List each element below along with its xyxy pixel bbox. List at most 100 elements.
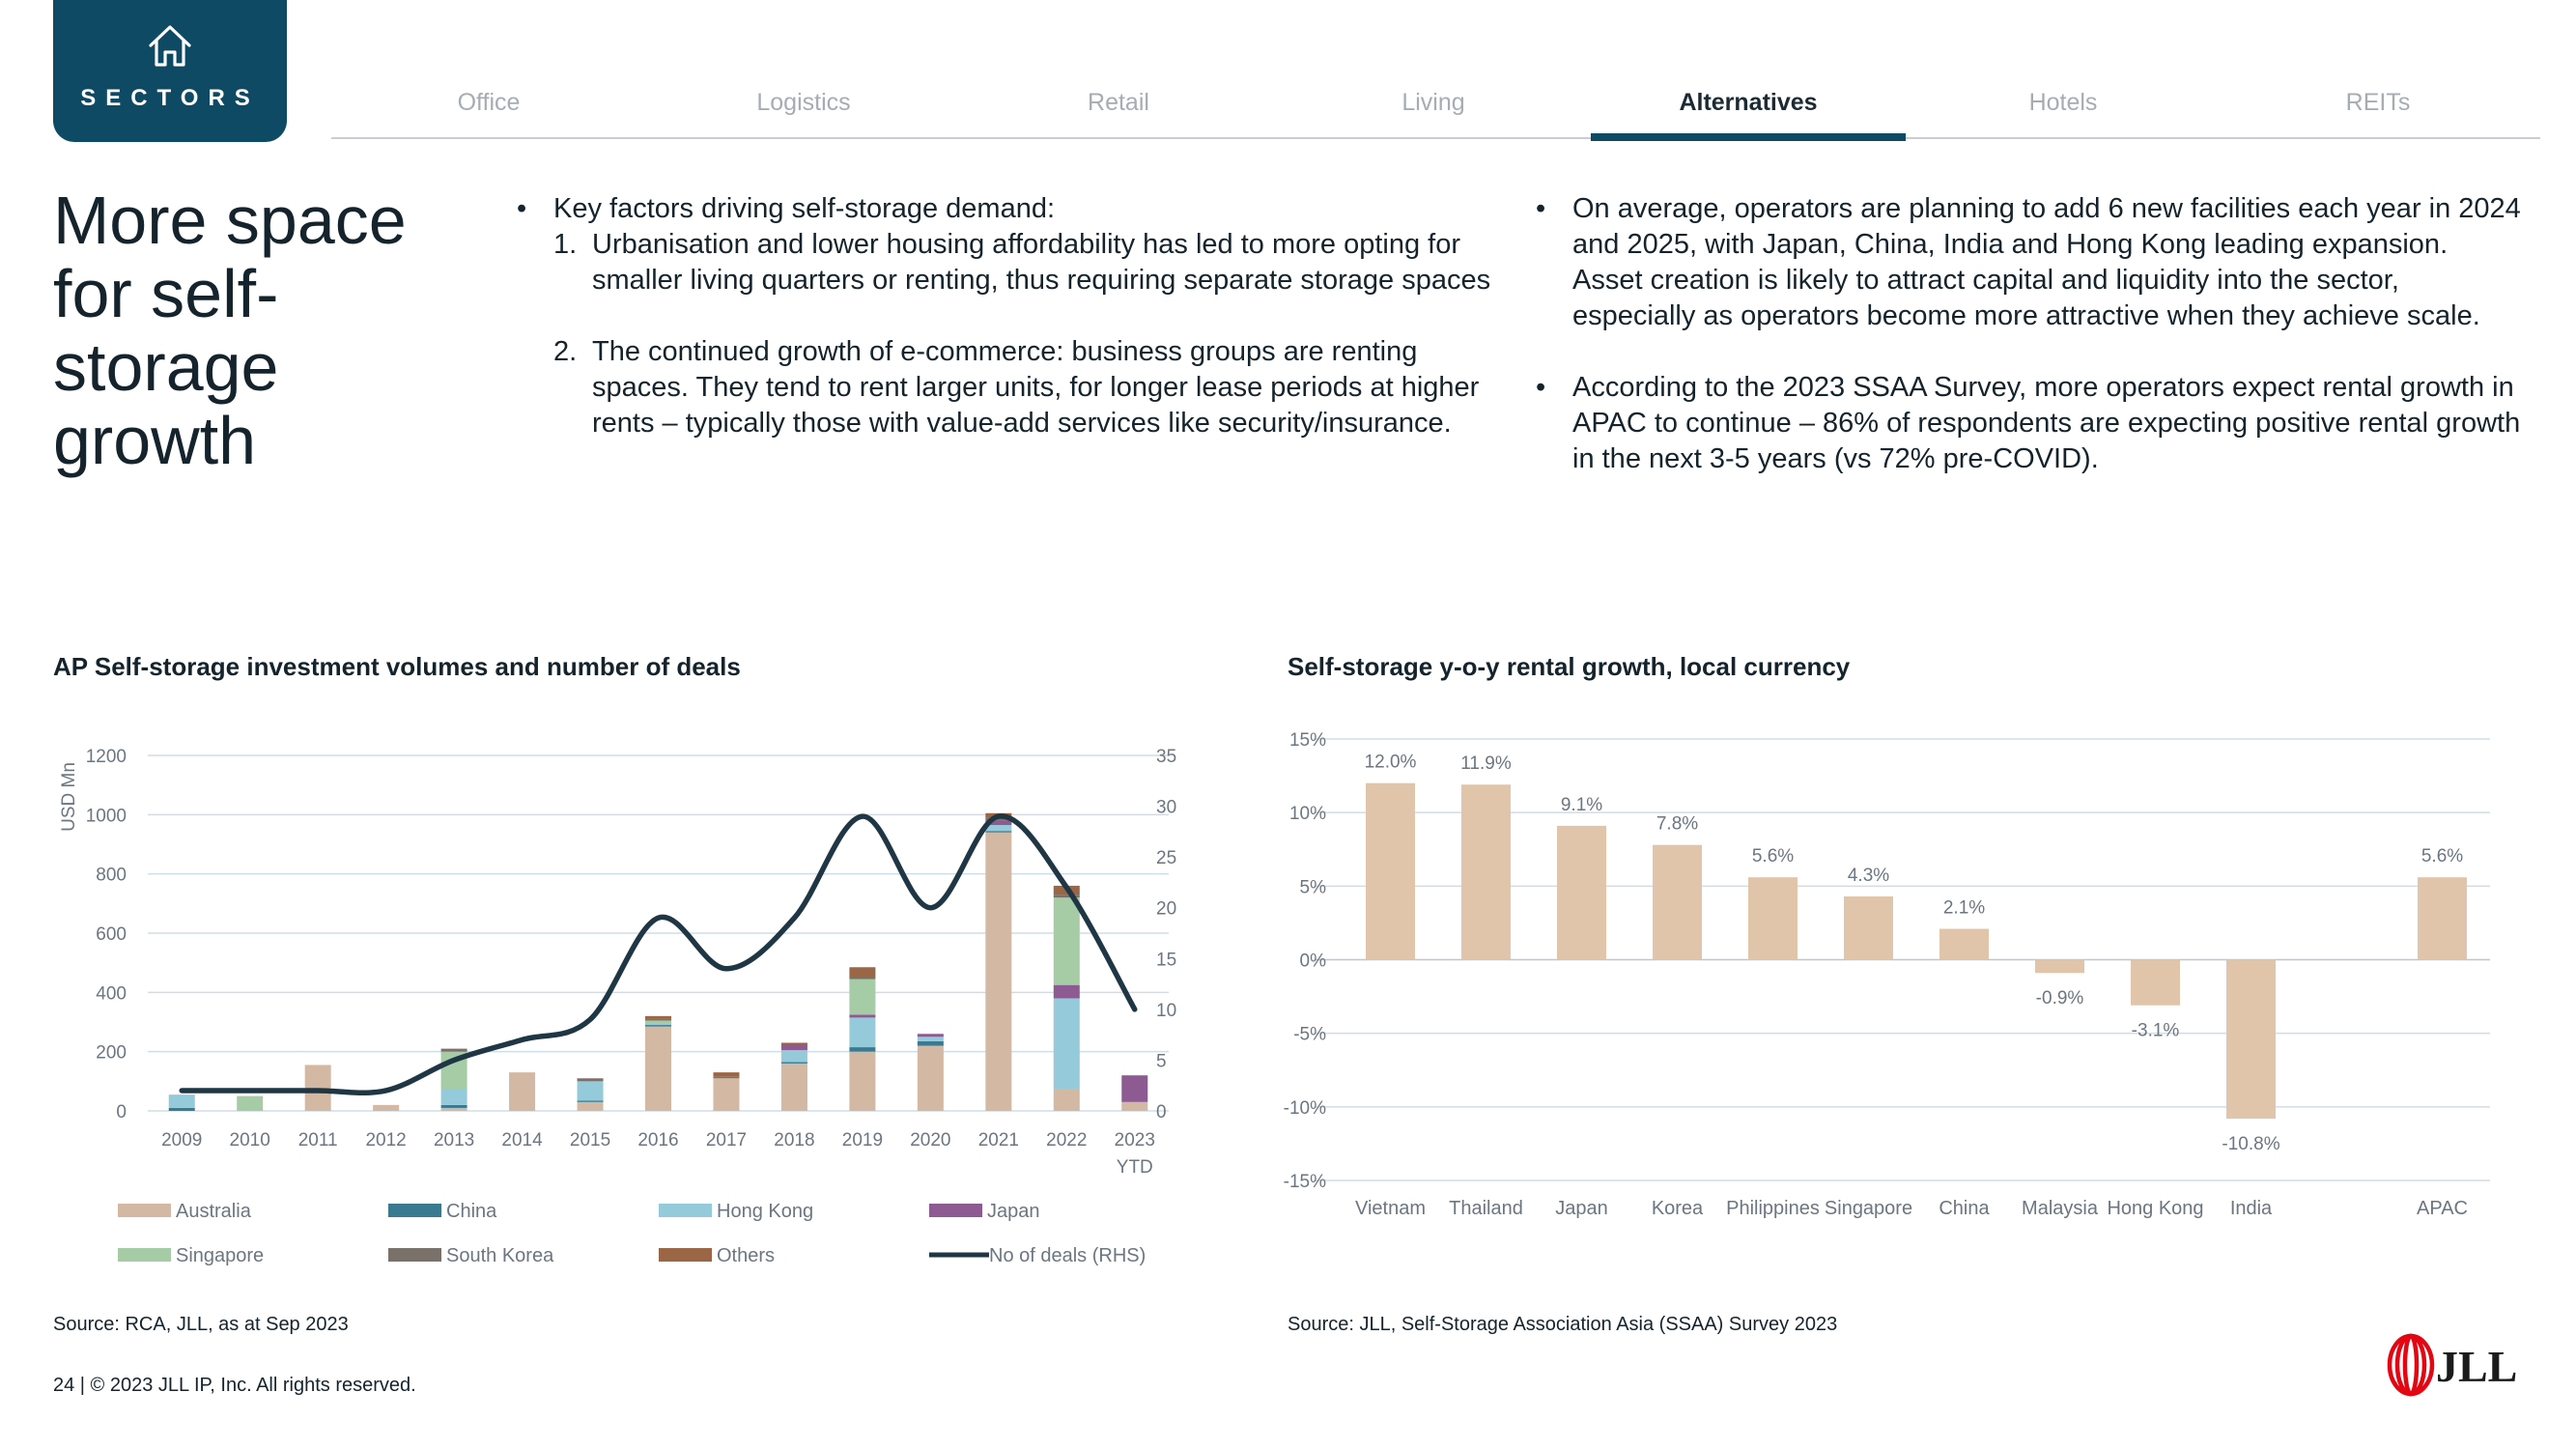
- legend-label: Hong Kong: [717, 1201, 813, 1222]
- x-tick-label: Singapore: [1825, 1198, 1912, 1219]
- bar-segment: [713, 1076, 740, 1079]
- bar-segment: [645, 1015, 671, 1019]
- bar-segment: [780, 1063, 807, 1111]
- bar-segment: [440, 1048, 467, 1052]
- list-item: 1. Urbanisation and lower housing afford…: [553, 227, 1512, 298]
- data-label: 11.9%: [1460, 753, 1512, 774]
- x-tick-label: 2012: [365, 1130, 406, 1151]
- tab-living[interactable]: Living: [1401, 89, 1465, 116]
- x-tick-label: 2019: [842, 1130, 883, 1151]
- x-tick-label: China: [1939, 1198, 1990, 1219]
- bar-segment: [780, 1044, 807, 1051]
- bar: [2418, 877, 2467, 960]
- bar-segment: [645, 1023, 671, 1026]
- bar: [1653, 844, 1702, 960]
- y-tick-label: 0: [116, 1102, 127, 1122]
- x-tick-label: Hong Kong: [2107, 1198, 2203, 1219]
- bar-segment: [1121, 1075, 1148, 1102]
- bar-segment: [985, 825, 1012, 832]
- bar-segment: [985, 817, 1012, 821]
- y-tick-label: 200: [96, 1043, 127, 1064]
- y-tick-label: 600: [96, 924, 127, 945]
- y2-tick-label: 30: [1156, 798, 1176, 818]
- bar-segment: [645, 1025, 671, 1027]
- legend-label: China: [446, 1201, 497, 1222]
- tab-logistics[interactable]: Logistics: [756, 89, 851, 116]
- x-tick-label: 2011: [298, 1130, 338, 1151]
- x-tick-label: 2010: [230, 1130, 270, 1151]
- data-label: 12.0%: [1365, 753, 1417, 773]
- nav-rule: [331, 137, 2540, 139]
- bar: [1939, 928, 1989, 960]
- rental-growth-chart: 15% 10% 5% 0% -5% -10% -15% 12.0% Vietnam 11.9% Th…: [1284, 730, 2490, 1219]
- tab-hotels[interactable]: Hotels: [2028, 89, 2098, 116]
- y-tick-label: 0%: [1300, 952, 1327, 972]
- legend-swatch: [929, 1204, 982, 1217]
- data-label: -3.1%: [2132, 1021, 2180, 1041]
- legend-swatch: [388, 1204, 441, 1217]
- bar-segment: [237, 1095, 264, 1111]
- x-tick-label: Malaysia: [2022, 1198, 2099, 1219]
- bar-segment: [1053, 897, 1080, 985]
- bar-segment: [645, 1018, 671, 1021]
- legend-swatch: [118, 1204, 171, 1217]
- legend-label: South Korea: [446, 1245, 554, 1266]
- x-tick-label: 2017: [706, 1130, 747, 1151]
- bullet-intro: Key factors driving self-storage demand:…: [517, 191, 1512, 441]
- list-item: 2. The continued growth of e-commerce: b…: [553, 334, 1512, 441]
- bar-segment: [917, 1045, 944, 1111]
- list-number: 2.: [553, 336, 578, 367]
- home-icon: [149, 25, 191, 67]
- data-label: 2.1%: [1943, 898, 1985, 919]
- x-tick-label: 2016: [637, 1130, 678, 1151]
- bar-segment: [917, 1040, 944, 1046]
- y-tick-label: 5%: [1300, 877, 1327, 897]
- list-number: 1.: [553, 229, 578, 260]
- bullet-item: According to the 2023 SSAA Survey, more …: [1536, 370, 2521, 477]
- sectors-tab[interactable]: SECTORS: [53, 0, 287, 142]
- y-tick-label: 1000: [86, 806, 127, 826]
- right-chart-title: Self-storage y-o-y rental growth, local …: [1288, 652, 1851, 681]
- tab-retail[interactable]: Retail: [1088, 89, 1149, 116]
- bar-segment: [985, 831, 1012, 833]
- bar-segment: [440, 1104, 467, 1108]
- left-chart-source: Source: RCA, JLL, as at Sep 2023: [53, 1314, 349, 1335]
- data-label: 7.8%: [1656, 814, 1698, 835]
- bar-segment: [440, 1107, 467, 1111]
- bar-segment: [1121, 1101, 1148, 1111]
- left-bullets: Key factors driving self-storage demand:…: [517, 191, 1512, 441]
- tab-alternatives[interactable]: Alternatives: [1679, 89, 1818, 116]
- investment-volume-chart: 0 200 400 600 800 1000 1200 0 5 10 15 20 25 30 35 USD M…: [59, 747, 1176, 1266]
- bar: [1748, 877, 1798, 960]
- bar-segment: [713, 1078, 740, 1111]
- bar-segment: [780, 1042, 807, 1044]
- jll-logo: JLL: [2387, 1333, 2517, 1397]
- sector-nav: Office Logistics Retail Living Alternati…: [331, 79, 2540, 141]
- bar-segment: [849, 1017, 876, 1048]
- data-label: 5.6%: [1752, 846, 1794, 867]
- legend-label: No of deals (RHS): [989, 1245, 1146, 1266]
- legend-swatch: [388, 1248, 441, 1262]
- data-label: -10.8%: [2222, 1134, 2279, 1154]
- data-label: 5.6%: [2421, 846, 2463, 867]
- bar-segment: [849, 967, 876, 978]
- x-tick-label: 2021: [978, 1130, 1019, 1151]
- legend-label: Others: [717, 1245, 775, 1266]
- bar: [2226, 959, 2276, 1120]
- x-tick-label: Korea: [1652, 1198, 1704, 1219]
- x-tick-label: 2014: [501, 1130, 543, 1151]
- x-tick-label: 2020: [910, 1130, 950, 1151]
- y-tick-label: 10%: [1289, 804, 1326, 824]
- deals-line: [179, 813, 1138, 1096]
- bar: [1461, 784, 1511, 960]
- jll-logo-mark: [2387, 1333, 2435, 1397]
- tab-reits[interactable]: REITs: [2345, 89, 2411, 116]
- x-tick-label: India: [2230, 1198, 2273, 1219]
- bar-segment: [849, 979, 876, 1015]
- legend-label: Singapore: [176, 1245, 264, 1266]
- tab-office[interactable]: Office: [457, 89, 521, 116]
- bar-segment: [849, 1047, 876, 1052]
- y2-tick-label: 25: [1156, 848, 1176, 868]
- bar-segment: [917, 1034, 944, 1037]
- data-label: 9.1%: [1561, 795, 1602, 815]
